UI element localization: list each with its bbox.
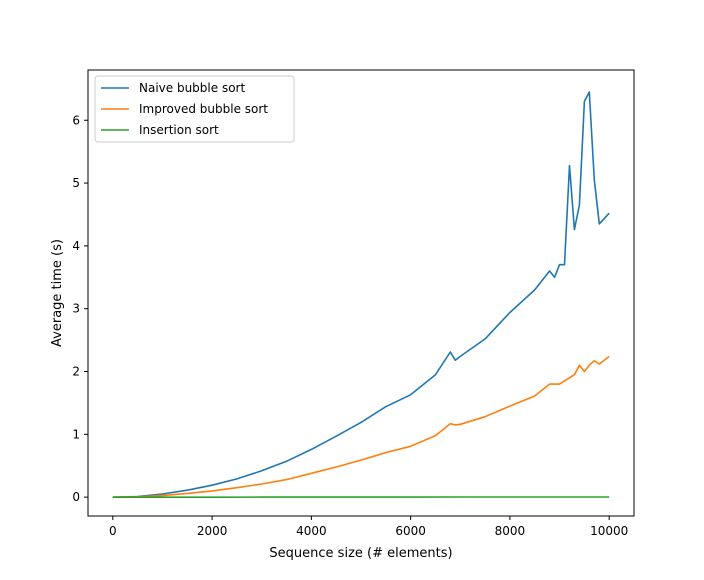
y-tick-label: 1 [72,427,80,441]
x-axis: 0 2000 4000 6000 8000 10000 [109,516,628,538]
series-line-2 [112,355,610,498]
y-tick-label: 3 [72,302,80,316]
series-line-1 [112,91,610,498]
y-tick-label: 0 [72,490,80,504]
x-tick-label: 8000 [495,524,526,538]
y-axis-label: Average time (s) [50,239,65,347]
legend-frame [94,75,295,143]
y-axis: 0 1 2 3 4 5 6 [72,113,88,504]
x-tick-label: 10000 [590,524,628,538]
legend-label: Improved bubble sort [139,102,268,116]
y-tick-label: 6 [72,113,80,127]
x-tick-label: 2000 [197,524,228,538]
legend: Naive bubble sort Improved bubble sort Ins… [94,75,295,143]
y-tick-label: 5 [72,176,80,190]
legend-label: Insertion sort [139,123,219,137]
y-tick-label: 2 [72,365,80,379]
x-tick-label: 0 [109,524,117,538]
y-tick-label: 4 [72,239,80,253]
legend-label: Naive bubble sort [139,81,245,95]
x-tick-label: 4000 [296,524,327,538]
x-tick-label: 6000 [395,524,426,538]
x-axis-label: Sequence size (# elements) [269,546,452,561]
plot-lines [112,91,610,499]
plot-frame [87,69,635,517]
